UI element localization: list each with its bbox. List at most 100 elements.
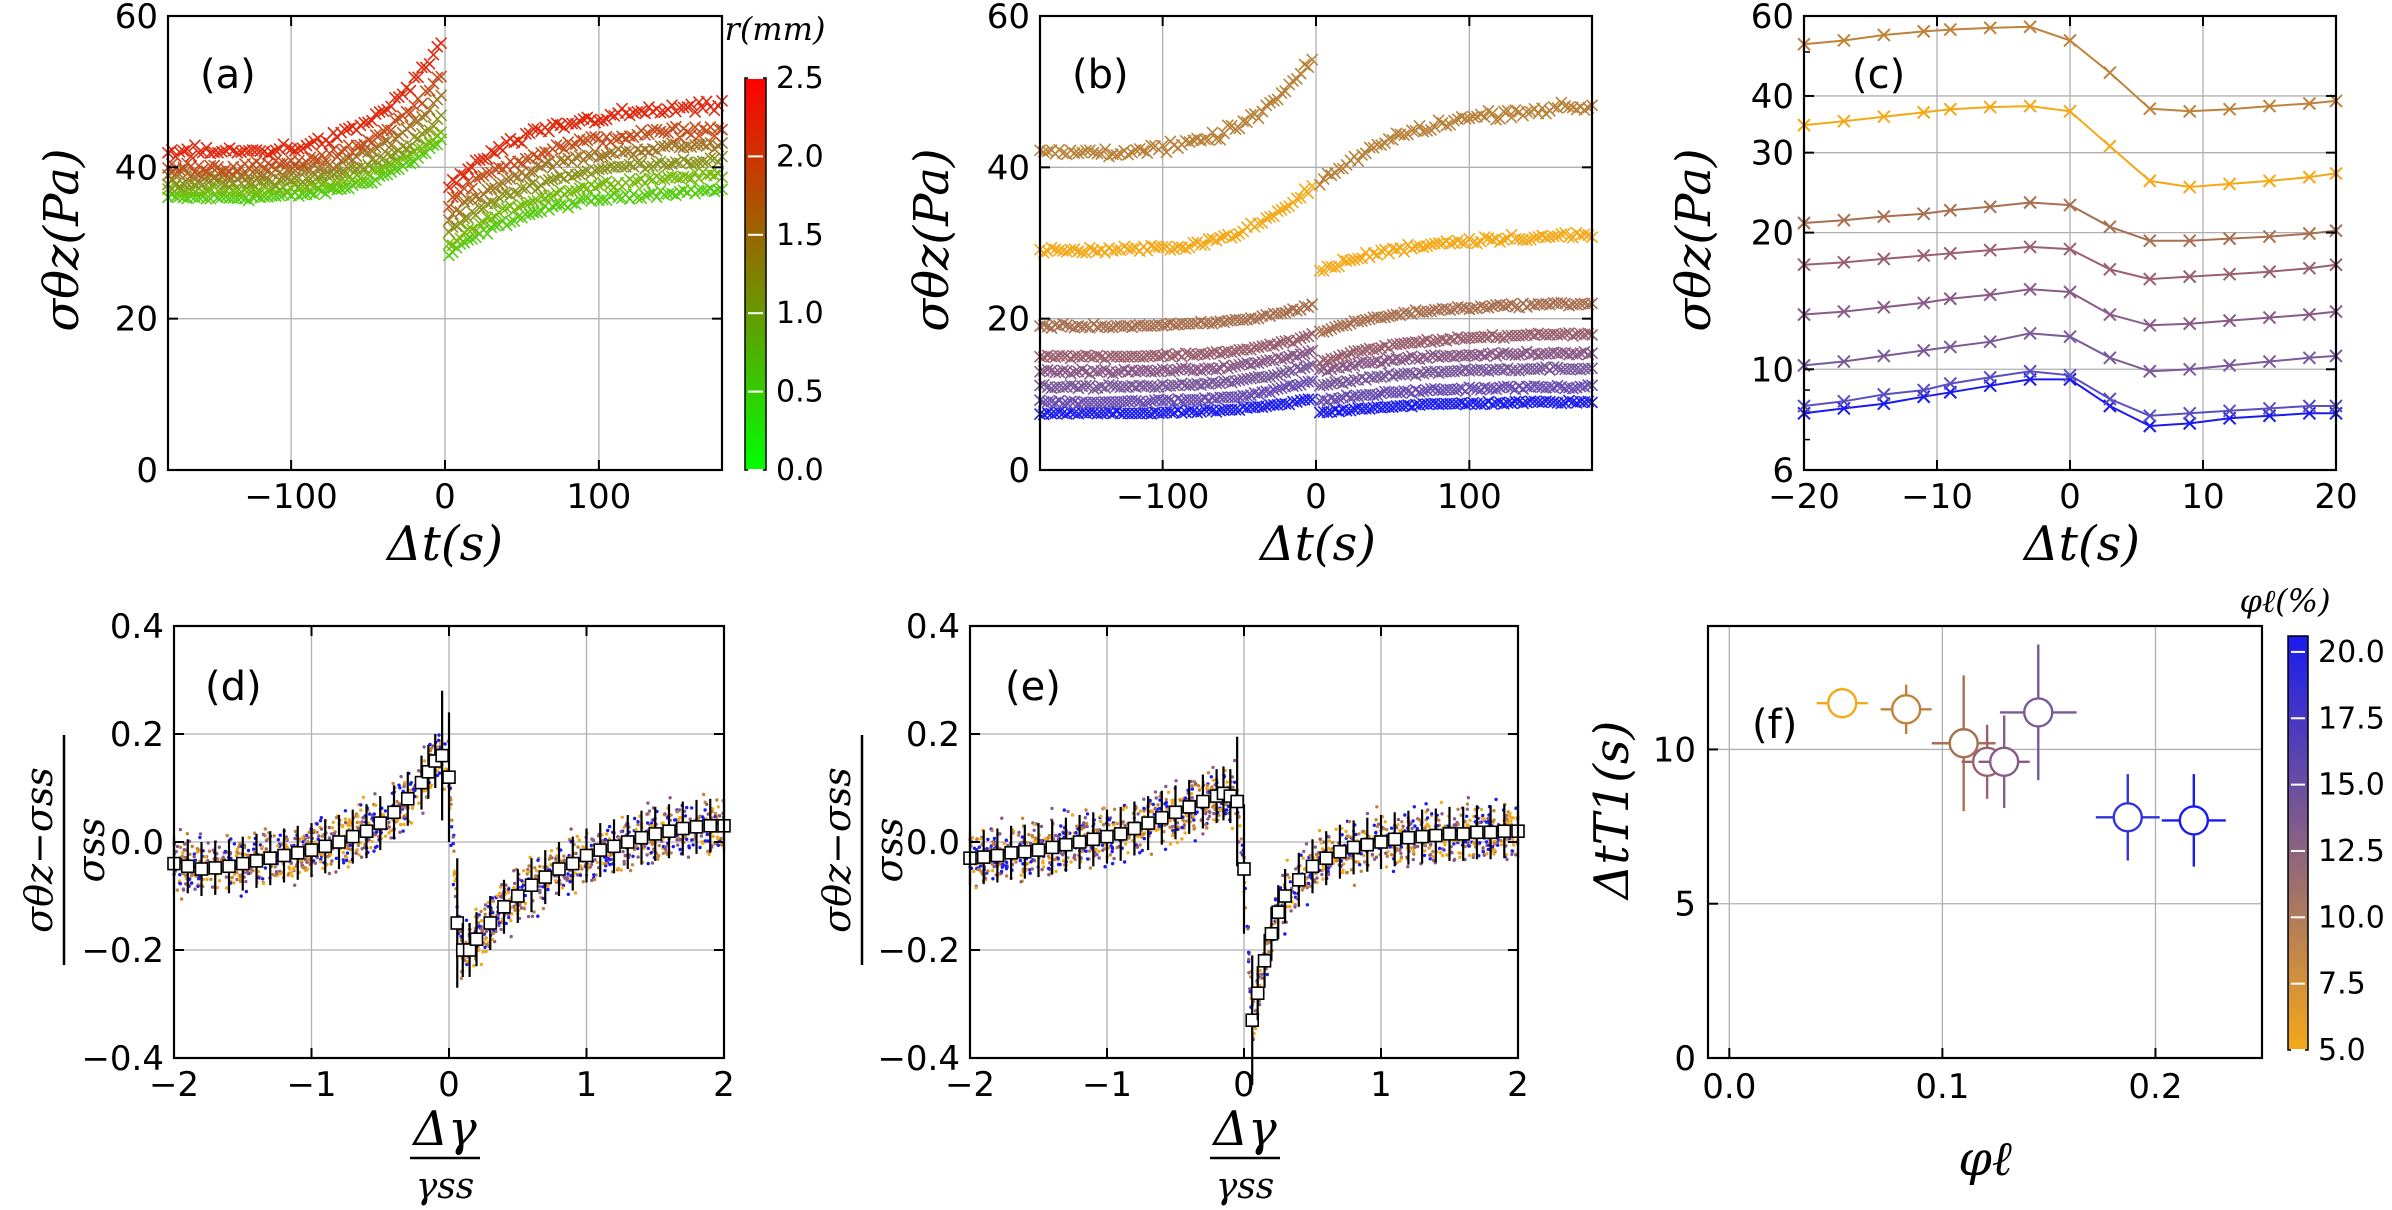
scatter-dot [1164, 784, 1168, 789]
scatter-dot [1334, 827, 1338, 831]
scatter-dot [178, 845, 183, 849]
scatter-dot [1030, 833, 1034, 838]
scatter-dot [711, 834, 715, 839]
panel-c-y-tick-label: 40 [1751, 77, 1794, 117]
data-point-x [442, 214, 455, 227]
data-point-x [412, 71, 425, 84]
scatter-dot [398, 822, 403, 827]
scatter-dot [319, 827, 324, 831]
scatter-dot [1440, 812, 1444, 816]
data-point-x [1470, 382, 1484, 396]
scatter-dot [683, 835, 688, 839]
data-point-x [415, 147, 428, 160]
scatter-dot [628, 868, 633, 873]
scatter-dot [1050, 806, 1054, 811]
scatter-dot [205, 877, 209, 882]
data-point-x [342, 171, 355, 184]
data-point-x [173, 145, 186, 159]
scatter-dot [1466, 796, 1471, 800]
data-point-x [485, 182, 498, 195]
scatter-dot [698, 845, 702, 850]
panel-b-y-axis-label: σθz(Pa) [904, 148, 960, 331]
scatter-dot [234, 853, 238, 858]
scatter-dot [1283, 932, 1287, 936]
scatter-dot [675, 838, 679, 842]
data-point-x [608, 132, 621, 145]
data-point-x [454, 232, 467, 245]
data-point-x [458, 195, 471, 208]
scatter-dot [1288, 880, 1293, 884]
panel-a-x-tick-label: 100 [566, 477, 631, 517]
mean-point-square [483, 916, 498, 930]
data-point-x [288, 144, 302, 157]
scatter-dot [359, 803, 363, 807]
scatter-dot [452, 869, 457, 873]
scatter-dot [374, 803, 378, 807]
scatter-dot [1410, 826, 1414, 831]
data-point-x [1041, 349, 1054, 362]
data-point-x [469, 154, 482, 167]
scatter-dot [1509, 819, 1513, 823]
scatter-dot [1406, 865, 1410, 869]
scatter-dot [619, 868, 623, 872]
scatter-dot [699, 834, 704, 838]
mean-point-square [510, 889, 525, 903]
scatter-dot [181, 851, 185, 855]
panel-c-x-tick-label: 0 [2059, 477, 2081, 517]
scatter-dot [326, 854, 330, 859]
data-point-x [335, 145, 348, 158]
scatter-dot [178, 873, 182, 877]
scatter-dot [1425, 816, 1430, 820]
data-point-x [319, 158, 332, 171]
data-point-x [550, 117, 563, 130]
data-point-x [689, 156, 702, 170]
data-point-x [596, 176, 609, 189]
scatter-dot [1426, 808, 1430, 812]
data-point-x [569, 184, 582, 197]
mean-point-square [538, 870, 553, 884]
data-point-x [238, 168, 252, 181]
scatter-dot [622, 859, 626, 864]
scatter-dot [608, 857, 612, 862]
data-point-x [1306, 358, 1319, 371]
data-point-x [550, 138, 563, 152]
scatter-dot [549, 849, 554, 853]
panel-b-label: (b) [1072, 52, 1129, 98]
data-point-x [1336, 377, 1349, 390]
mean-point-square [469, 932, 484, 947]
data-point-x [1398, 384, 1411, 397]
data-point-x [1574, 347, 1587, 360]
scatter-dot [526, 869, 531, 874]
scatter-dot [334, 815, 339, 820]
scatter-dot [483, 945, 487, 949]
scatter-dot [671, 844, 675, 849]
data-point-x [442, 181, 455, 194]
scatter-dot [1110, 846, 1115, 851]
data-point-x [515, 199, 529, 212]
scatter-dot [387, 820, 391, 824]
scatter-dot [546, 884, 550, 888]
scatter-dot [345, 851, 350, 855]
data-point-x [519, 170, 532, 183]
scatter-dot [1485, 852, 1489, 856]
data-point-x [2103, 307, 2117, 322]
data-point-x [408, 71, 421, 84]
panel-e: −2 −1 0 1 2−0.4−0.20.00.20.4 (e) Δγ γss σθz−… [815, 607, 1529, 1207]
data-point-x [404, 120, 417, 133]
scatter-dot [204, 855, 208, 859]
scatter-dot [1288, 905, 1292, 909]
scatter-dot [1305, 903, 1310, 907]
scatter-dot [356, 826, 361, 830]
data-point-x [1221, 362, 1234, 375]
data-point-x [1064, 352, 1077, 365]
panel-a-colorbar-tick-label: 1.0 [776, 296, 824, 331]
data-point-x [673, 131, 686, 144]
data-point-x [662, 159, 675, 172]
scatter-dot [1437, 846, 1442, 851]
scatter-dot [691, 843, 695, 847]
scatter-dot [1423, 826, 1427, 830]
data-point-x [488, 197, 502, 210]
panel-b-x-tick-label: 0 [1305, 477, 1327, 517]
scatter-dot [548, 854, 553, 858]
data-point-x [400, 105, 413, 118]
